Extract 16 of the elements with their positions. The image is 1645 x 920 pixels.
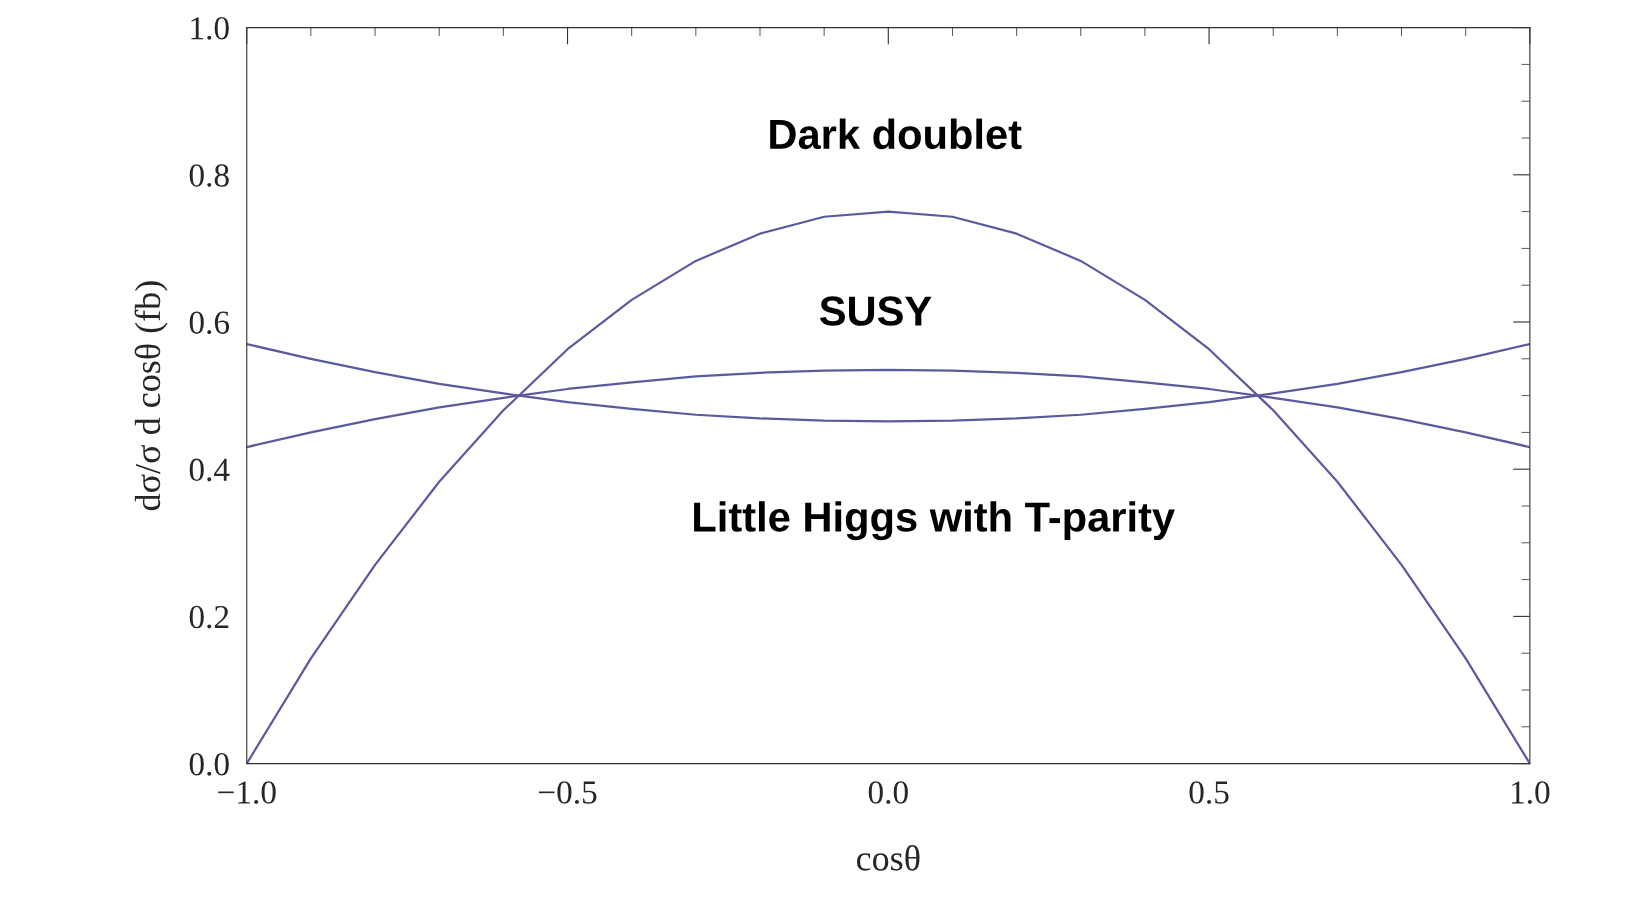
y-tick-label: 0.8 (189, 164, 229, 187)
x-tick-label: −0.5 (538, 781, 597, 804)
y-tick-label: 0.2 (189, 605, 229, 629)
y-tick-label: 1.0 (191, 17, 229, 40)
x-axis-title: cosθ (856, 845, 920, 871)
annotation: Dark doublet (770, 118, 1022, 150)
y-tick-label: 0.0 (189, 753, 229, 776)
y-axis-title: dσ/σ d cosθ (fb) (134, 281, 168, 511)
x-tick-label: 0.0 (868, 781, 908, 804)
y-tick-label: 0.4 (189, 458, 230, 482)
x-tick-label: 1.0 (1511, 781, 1550, 804)
y-tick-label: 0.6 (189, 311, 230, 335)
x-tick-label: −1.0 (218, 781, 276, 804)
annotation: SUSY (819, 296, 932, 326)
annotation: Little Higgs with T-parity (694, 501, 1175, 541)
x-tick-label: 0.5 (1189, 781, 1229, 804)
